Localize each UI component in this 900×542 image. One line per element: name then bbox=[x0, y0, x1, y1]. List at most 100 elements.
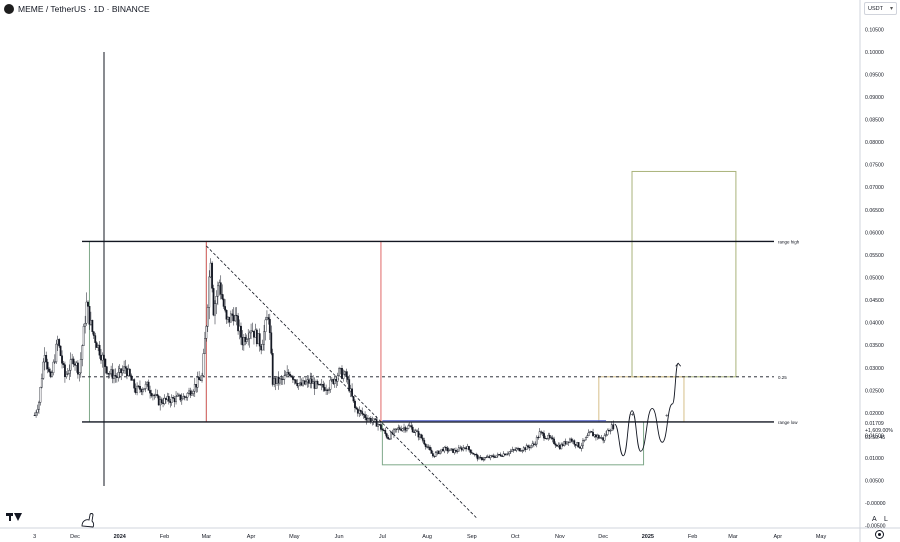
tradingview-logo-icon[interactable] bbox=[6, 512, 23, 522]
candle bbox=[558, 442, 561, 450]
candle bbox=[488, 454, 491, 459]
candle bbox=[268, 313, 271, 340]
dino-icon bbox=[81, 513, 95, 528]
candle bbox=[343, 370, 346, 376]
candle bbox=[361, 407, 364, 417]
candle bbox=[322, 380, 325, 392]
candle bbox=[550, 435, 553, 440]
candle bbox=[450, 448, 453, 452]
candle bbox=[175, 391, 177, 405]
candle bbox=[307, 375, 310, 388]
candle bbox=[193, 377, 196, 398]
price-tick-label: 0.01000 bbox=[865, 456, 884, 462]
candle bbox=[315, 379, 317, 389]
currency-value: USDT bbox=[868, 5, 883, 12]
candle bbox=[505, 453, 508, 456]
candle bbox=[224, 299, 227, 313]
candle bbox=[166, 392, 169, 402]
currency-selector[interactable]: USDT ▾ bbox=[864, 2, 897, 15]
candle bbox=[218, 279, 221, 296]
candle bbox=[52, 359, 55, 376]
chevron-down-icon: ▾ bbox=[889, 6, 893, 12]
candle bbox=[203, 331, 206, 354]
candle bbox=[263, 324, 265, 351]
candle bbox=[325, 384, 328, 395]
zone-box-olive-3[interactable] bbox=[631, 170, 737, 378]
price-tick-label: 0.00500 bbox=[865, 479, 884, 485]
candle bbox=[330, 377, 333, 383]
candle bbox=[430, 447, 433, 454]
candle bbox=[328, 387, 330, 394]
price-tick-label: 0.07000 bbox=[865, 185, 884, 191]
zone-box-tan-4[interactable] bbox=[598, 376, 685, 423]
candle bbox=[157, 394, 160, 406]
projection-path[interactable] bbox=[614, 362, 679, 457]
symbol-title[interactable]: MEME / TetherUS · 1D · BINANCE bbox=[18, 4, 150, 14]
candle bbox=[335, 377, 338, 388]
zone-box-green-0[interactable] bbox=[88, 240, 207, 423]
candle bbox=[277, 371, 280, 390]
candle bbox=[71, 353, 74, 364]
candle bbox=[176, 392, 179, 398]
candle bbox=[81, 344, 84, 367]
meme-coin-icon bbox=[4, 4, 14, 14]
candle bbox=[127, 364, 130, 377]
candle bbox=[584, 436, 587, 441]
candle bbox=[606, 428, 609, 437]
candle bbox=[424, 443, 427, 450]
candle bbox=[82, 323, 85, 346]
time-tick-label: Dec bbox=[70, 534, 80, 540]
candle bbox=[582, 438, 584, 449]
candle bbox=[348, 374, 351, 393]
candle bbox=[610, 421, 613, 432]
candle bbox=[365, 413, 368, 425]
candle bbox=[447, 447, 450, 453]
candle bbox=[333, 377, 336, 388]
candle bbox=[418, 433, 421, 441]
log-scale-button[interactable]: L bbox=[884, 516, 888, 523]
candle bbox=[150, 389, 153, 398]
candle bbox=[595, 434, 597, 441]
candle bbox=[284, 370, 287, 377]
candle bbox=[195, 384, 198, 393]
candle bbox=[421, 434, 424, 443]
price-tick-label: 0.04000 bbox=[865, 321, 884, 327]
downtrend-line[interactable] bbox=[206, 245, 478, 520]
candle bbox=[423, 437, 426, 446]
zone-box-green-2[interactable] bbox=[381, 421, 645, 466]
candle bbox=[517, 446, 519, 451]
candle bbox=[143, 388, 146, 391]
auto-scale-button[interactable]: A bbox=[872, 516, 877, 523]
price-tick-label: 0.10000 bbox=[865, 50, 884, 56]
candle bbox=[382, 428, 385, 432]
candle bbox=[95, 341, 98, 348]
candle bbox=[605, 430, 607, 437]
candle bbox=[385, 432, 388, 439]
candle bbox=[153, 393, 156, 400]
candle bbox=[293, 378, 296, 385]
candle bbox=[541, 431, 544, 437]
candle bbox=[498, 453, 501, 456]
price-tick-label: 0.02500 bbox=[865, 388, 884, 394]
candle bbox=[121, 365, 124, 376]
candle bbox=[309, 372, 312, 389]
price-tick-label: 0.03000 bbox=[865, 366, 884, 372]
candle bbox=[511, 446, 514, 452]
candle bbox=[521, 449, 524, 454]
candle bbox=[42, 358, 45, 380]
candle bbox=[446, 446, 449, 454]
candle bbox=[169, 398, 172, 408]
candle bbox=[465, 446, 467, 452]
candle bbox=[504, 453, 506, 456]
candle bbox=[33, 412, 36, 416]
candle bbox=[300, 378, 303, 387]
candle bbox=[469, 449, 472, 455]
gear-icon[interactable] bbox=[875, 530, 884, 539]
candle bbox=[179, 394, 182, 403]
candle bbox=[403, 423, 405, 433]
candle bbox=[130, 373, 133, 381]
candle bbox=[267, 314, 270, 325]
candle bbox=[319, 383, 322, 386]
candle bbox=[355, 406, 358, 410]
